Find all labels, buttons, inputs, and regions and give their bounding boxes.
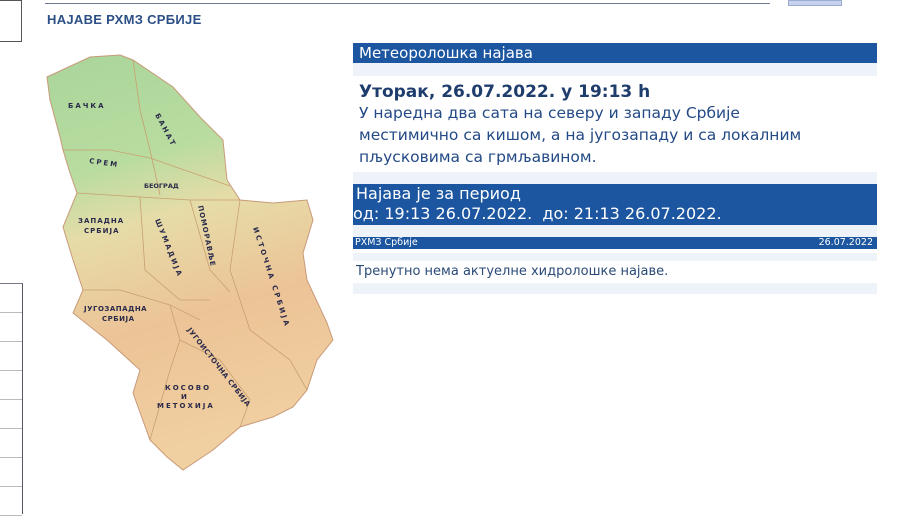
page-title: НАЈАВЕ РХМЗ СРБИЈЕ xyxy=(47,12,202,27)
forecast-date: Уторак, 26.07.2022. у 19:13 h xyxy=(359,82,651,102)
map-label-zapadna-1: ЗАПАДНА xyxy=(78,217,124,225)
top-button[interactable] xyxy=(788,0,842,6)
hydro-forecast: Тренутно нема актуелне хидролошке најаве… xyxy=(356,264,669,279)
map-label-kosovo-3: МЕТОХИЈА xyxy=(157,402,215,410)
left-row[interactable] xyxy=(0,342,22,371)
forecast-text-line: У наредна два сата на северу и западу Ср… xyxy=(359,104,740,122)
spacer xyxy=(353,225,877,237)
spacer xyxy=(353,63,877,76)
map-label-zapadna-2: СРБИЈА xyxy=(84,227,119,235)
spacer xyxy=(353,283,877,294)
source-name: РХМЗ Србије xyxy=(355,237,418,248)
forecast-text-line: пљусковима са грмљавином. xyxy=(359,148,597,166)
period-label: Најава је за период xyxy=(356,184,521,203)
map-label-beograd: БЕОГРАД xyxy=(144,182,179,190)
spacer xyxy=(353,253,877,261)
source-date: 26.07.2022 xyxy=(818,237,873,248)
map-label-backa: БАЧКА xyxy=(68,102,106,110)
left-frame xyxy=(0,0,22,42)
forecast-text-line: местимично са кишом, а на југозападу и с… xyxy=(359,126,802,144)
left-row[interactable] xyxy=(0,313,22,342)
forecast-heading: Метеоролошка најава xyxy=(353,43,877,63)
period-range: од: 19:13 26.07.2022. до: 21:13 26.07.20… xyxy=(353,204,722,223)
top-divider xyxy=(45,0,770,4)
left-row[interactable] xyxy=(0,458,22,487)
left-row[interactable] xyxy=(0,371,22,400)
serbia-regions-map[interactable]: БАЧКА БАНАТ СРЕМ БЕОГРАД ЗАПАДНА СРБИЈА … xyxy=(0,0,345,513)
region-borders xyxy=(63,59,308,441)
spacer xyxy=(353,172,877,184)
forecast-period: Најава је за период од: 19:13 26.07.2022… xyxy=(353,184,877,225)
map-label-jugozapadna-2: СРБИЈА xyxy=(102,315,135,323)
left-row[interactable] xyxy=(0,429,22,458)
left-row[interactable] xyxy=(0,284,22,313)
forecast-panel: Метеоролошка најава Уторак, 26.07.2022. … xyxy=(353,43,877,294)
map-label-jugozapadna-1: ЈУГОЗАПАДНА xyxy=(83,305,147,313)
source-bar: РХМЗ Србије 26.07.2022 xyxy=(353,237,877,249)
forecast-text: У наредна два сата на северу и западу Ср… xyxy=(353,102,877,168)
left-row[interactable] xyxy=(0,400,22,429)
map-label-kosovo-2: И xyxy=(181,393,189,401)
serbia-outline xyxy=(46,54,334,471)
map-label-kosovo-1: КОСОВО xyxy=(165,384,211,392)
